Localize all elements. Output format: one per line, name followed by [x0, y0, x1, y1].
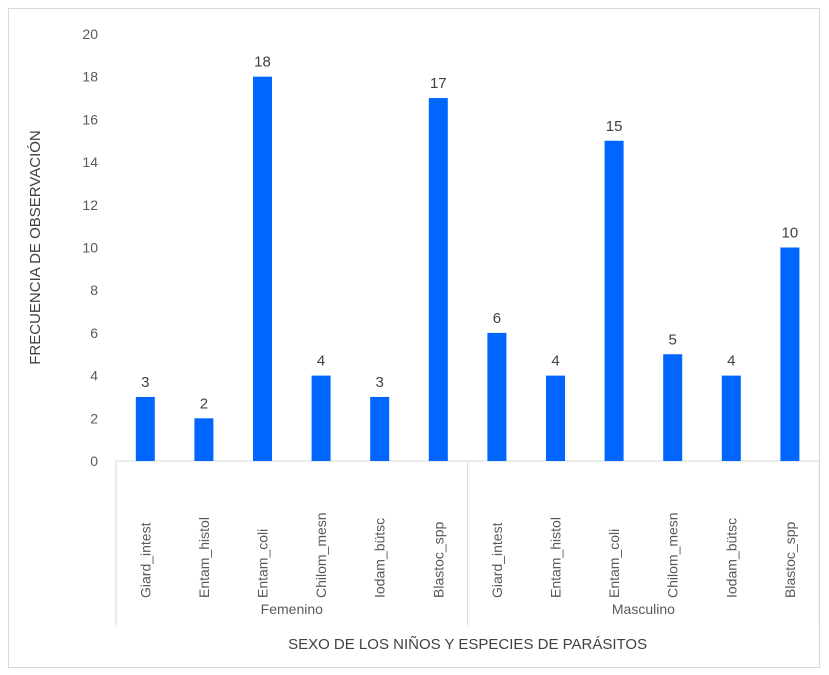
- y-tick-label: 6: [90, 325, 98, 341]
- data-label: 3: [141, 374, 149, 391]
- y-tick-label: 4: [90, 368, 98, 384]
- y-tick-label: 14: [82, 154, 98, 170]
- bar: [253, 76, 272, 461]
- data-label: 15: [606, 118, 623, 135]
- y-tick-label: 20: [82, 26, 98, 42]
- bar: [546, 375, 565, 461]
- data-label: 4: [317, 353, 325, 370]
- data-label: 2: [200, 395, 208, 412]
- group-label: Femenino: [261, 601, 323, 617]
- bar: [604, 140, 624, 461]
- category-label: Chilom_mesn: [665, 512, 681, 598]
- y-tick-label: 2: [90, 410, 98, 426]
- bar: [135, 396, 155, 461]
- data-label: 4: [727, 353, 735, 370]
- category-label: Iodam_bütsc: [372, 518, 388, 598]
- data-label: 6: [493, 310, 501, 327]
- y-tick-label: 10: [82, 240, 98, 256]
- category-label: Giard_intest: [489, 522, 505, 598]
- y-tick-label: 8: [90, 282, 98, 298]
- y-tick-label: 16: [82, 111, 98, 127]
- bar: [370, 396, 390, 461]
- category-label: Entam_coli: [255, 529, 271, 598]
- bar: [721, 375, 741, 461]
- category-label: Chilom_mesn: [313, 512, 329, 598]
- group-label: Masculino: [612, 601, 675, 617]
- x-axis-title: SEXO DE LOS NIÑOS Y ESPECIES DE PARÁSITO…: [288, 636, 647, 653]
- y-tick-label: 0: [90, 453, 98, 469]
- y-tick-label: 12: [82, 197, 98, 213]
- chart-frame: [8, 8, 820, 668]
- bar: [780, 247, 800, 461]
- data-label: 18: [254, 54, 271, 71]
- bar: [194, 418, 214, 461]
- category-label: Giard_intest: [137, 522, 153, 598]
- category-label: Entam_histol: [196, 517, 212, 598]
- bar: [663, 354, 683, 461]
- y-tick-label: 18: [82, 69, 98, 85]
- bar: [487, 332, 507, 461]
- category-label: Blastoc_spp: [782, 522, 798, 598]
- data-label: 17: [430, 75, 447, 92]
- category-label: Entam_histol: [548, 517, 564, 598]
- plot-area: 0 2 4 6 8 10 12 14 16 18 20 3 Giard_intest 2 Entam_his…: [82, 26, 820, 625]
- category-label: Blastoc_spp: [430, 522, 446, 598]
- bar: [311, 375, 331, 461]
- data-label: 3: [376, 374, 384, 391]
- y-axis-title: FRECUENCIA DE OBSERVACIÓN: [27, 130, 44, 365]
- bar: [428, 98, 448, 462]
- category-label: Iodam_bütsc: [723, 518, 739, 598]
- data-label: 4: [551, 353, 559, 370]
- data-label: 10: [782, 225, 799, 242]
- category-label: Entam_coli: [606, 529, 622, 598]
- data-label: 5: [669, 331, 677, 348]
